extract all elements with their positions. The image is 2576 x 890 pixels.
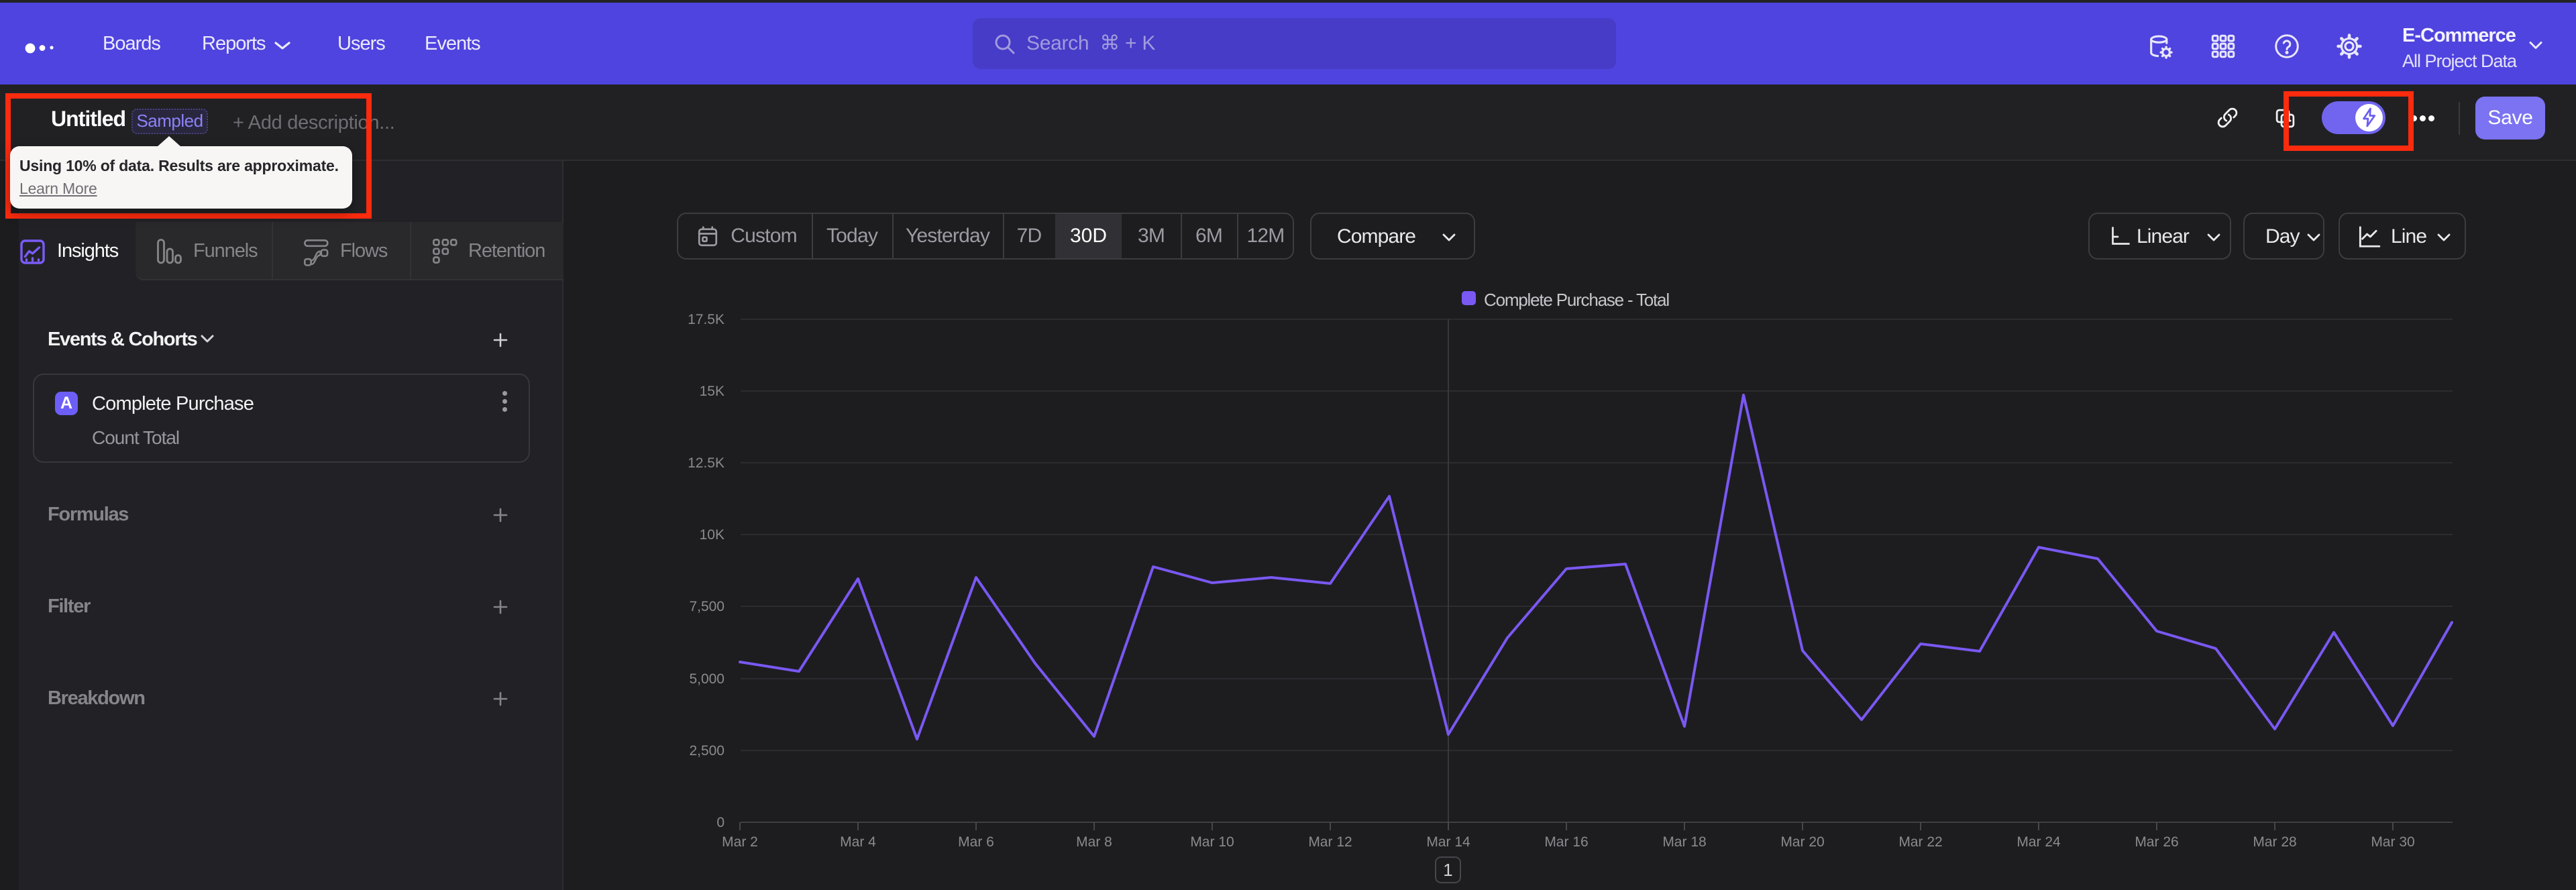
svg-text:Mar 22: Mar 22 (1898, 834, 1942, 850)
svg-text:10K: 10K (700, 527, 724, 543)
svg-text:Mar 24: Mar 24 (2017, 834, 2061, 850)
svg-text:5,000: 5,000 (689, 671, 724, 687)
svg-text:Mar 30: Mar 30 (2371, 834, 2414, 850)
svg-text:Mar 14: Mar 14 (1426, 834, 1470, 850)
svg-text:7,500: 7,500 (689, 599, 724, 614)
svg-text:Mar 8: Mar 8 (1076, 834, 1112, 850)
svg-text:Mar 12: Mar 12 (1308, 834, 1352, 850)
svg-text:0: 0 (716, 815, 724, 830)
svg-text:2,500: 2,500 (689, 743, 724, 759)
svg-text:Mar 28: Mar 28 (2253, 834, 2296, 850)
svg-text:Mar 2: Mar 2 (722, 834, 758, 850)
svg-text:17.5K: 17.5K (688, 312, 724, 327)
svg-text:Mar 10: Mar 10 (1190, 834, 1234, 850)
svg-text:Mar 18: Mar 18 (1662, 834, 1706, 850)
svg-text:Mar 6: Mar 6 (958, 834, 994, 850)
svg-text:Mar 4: Mar 4 (840, 834, 876, 850)
svg-text:Mar 26: Mar 26 (2135, 834, 2178, 850)
svg-text:Mar 16: Mar 16 (1544, 834, 1588, 850)
svg-text:12.5K: 12.5K (688, 455, 724, 471)
svg-text:15K: 15K (700, 384, 724, 399)
svg-text:Mar 20: Mar 20 (1780, 834, 1824, 850)
